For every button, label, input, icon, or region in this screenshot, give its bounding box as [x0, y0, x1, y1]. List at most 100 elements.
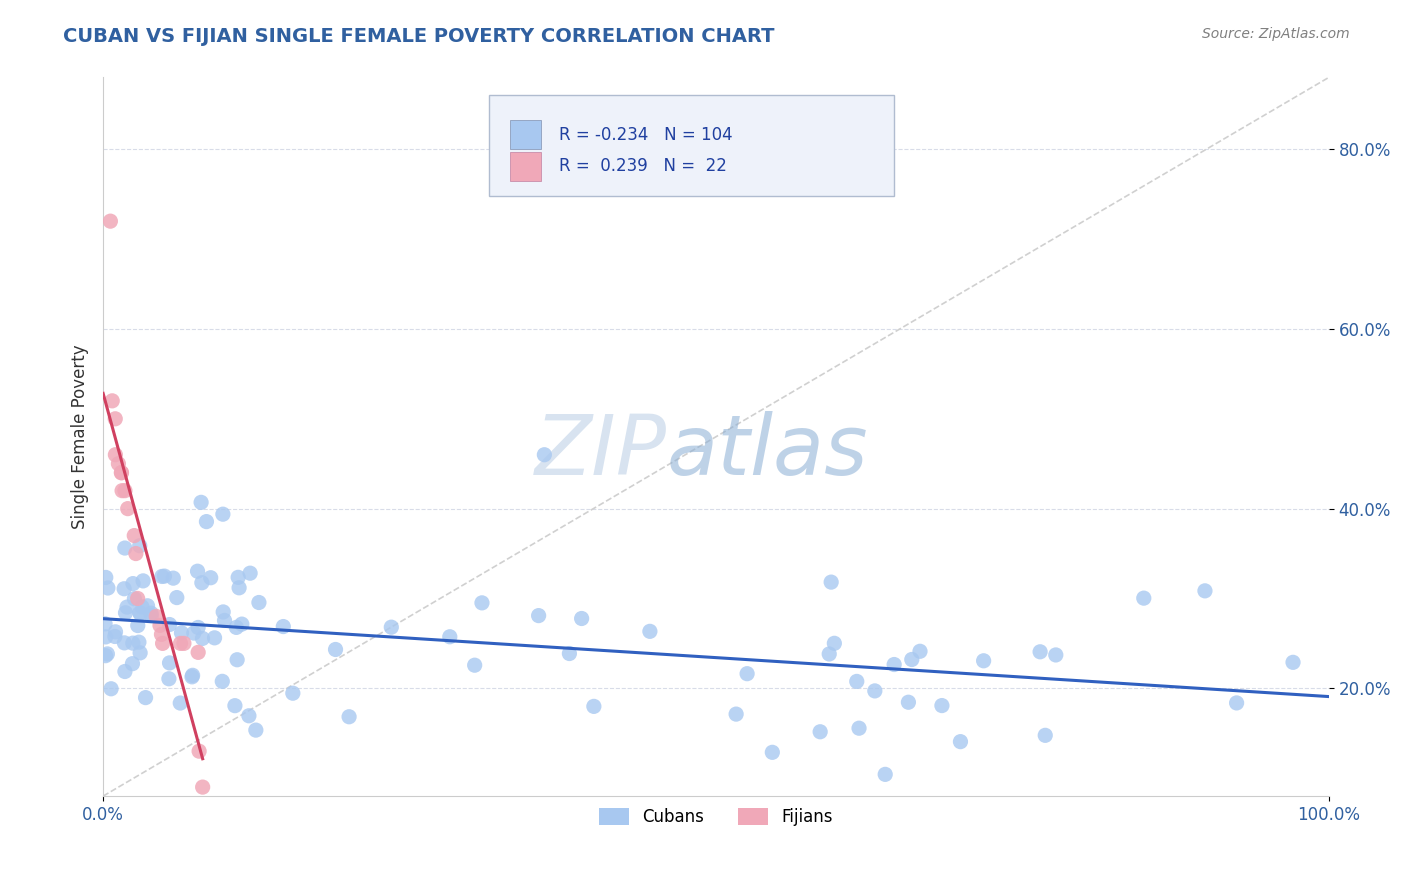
Cubans — [191, 632, 214, 646]
Cubans — [901, 652, 924, 666]
Cubans — [863, 684, 886, 698]
Cubans — [883, 657, 905, 672]
Cubans — [195, 515, 218, 529]
Cubans — [94, 648, 117, 663]
Text: R = -0.234   N = 104: R = -0.234 N = 104 — [560, 126, 733, 144]
Fijians — [150, 627, 173, 641]
Cubans — [150, 569, 173, 583]
Cubans — [1226, 696, 1249, 710]
Cubans — [725, 707, 748, 722]
Cubans — [973, 654, 995, 668]
Cubans — [228, 581, 250, 595]
Cubans — [820, 575, 842, 590]
Cubans — [115, 600, 138, 615]
Cubans — [114, 541, 136, 555]
Cubans — [191, 575, 214, 590]
Cubans — [166, 591, 188, 605]
Cubans — [187, 564, 209, 578]
Cubans — [735, 666, 758, 681]
Cubans — [94, 570, 117, 584]
Fijians — [107, 457, 129, 471]
Cubans — [157, 672, 180, 686]
Cubans — [204, 631, 226, 645]
Cubans — [187, 620, 209, 634]
Fijians — [169, 636, 191, 650]
Cubans — [94, 616, 117, 631]
Cubans — [181, 668, 204, 682]
Cubans — [1133, 591, 1156, 606]
Cubans — [131, 599, 153, 614]
Cubans — [1045, 648, 1067, 662]
Fijians — [104, 412, 127, 426]
Cubans — [1282, 656, 1305, 670]
Cubans — [439, 630, 461, 644]
Cubans — [128, 606, 150, 620]
Cubans — [582, 699, 605, 714]
Cubans — [135, 690, 157, 705]
Fijians — [104, 448, 127, 462]
Cubans — [225, 620, 247, 634]
Cubans — [1029, 645, 1052, 659]
Cubans — [112, 636, 135, 650]
Cubans — [139, 606, 162, 620]
Cubans — [226, 653, 249, 667]
Cubans — [214, 614, 236, 628]
Cubans — [136, 599, 159, 613]
Legend: Cubans, Fijians: Cubans, Fijians — [591, 799, 841, 835]
Fijians — [101, 393, 124, 408]
Cubans — [231, 617, 253, 632]
Cubans — [245, 723, 267, 738]
Cubans — [162, 571, 184, 585]
Fijians — [125, 547, 148, 561]
Fijians — [152, 636, 174, 650]
Text: ZIP: ZIP — [534, 410, 666, 491]
Cubans — [908, 644, 931, 658]
Cubans — [169, 696, 191, 710]
Cubans — [325, 642, 347, 657]
Cubans — [818, 647, 841, 661]
Cubans — [159, 656, 181, 670]
Y-axis label: Single Female Poverty: Single Female Poverty — [72, 344, 89, 529]
Cubans — [122, 576, 145, 591]
Cubans — [104, 630, 127, 644]
Cubans — [129, 646, 152, 660]
Cubans — [100, 681, 122, 696]
Fijians — [110, 466, 132, 480]
Cubans — [114, 606, 136, 620]
Cubans — [94, 630, 117, 644]
Cubans — [897, 695, 920, 709]
Cubans — [112, 582, 135, 596]
FancyBboxPatch shape — [510, 120, 541, 149]
Text: CUBAN VS FIJIAN SINGLE FEMALE POVERTY CORRELATION CHART: CUBAN VS FIJIAN SINGLE FEMALE POVERTY CO… — [63, 27, 775, 45]
Cubans — [471, 596, 494, 610]
Fijians — [188, 744, 211, 758]
Cubans — [464, 658, 486, 673]
Cubans — [247, 595, 270, 609]
Cubans — [638, 624, 661, 639]
Cubans — [170, 626, 193, 640]
Cubans — [104, 624, 127, 639]
Cubans — [121, 657, 143, 671]
Cubans — [239, 566, 262, 581]
FancyBboxPatch shape — [489, 95, 894, 196]
Cubans — [571, 611, 593, 625]
Cubans — [380, 620, 402, 634]
Cubans — [153, 569, 176, 583]
Cubans — [931, 698, 953, 713]
Fijians — [127, 591, 149, 606]
Cubans — [127, 618, 149, 632]
Fijians — [191, 780, 214, 794]
Cubans — [875, 767, 897, 781]
FancyBboxPatch shape — [510, 152, 541, 181]
Cubans — [114, 665, 136, 679]
Fijians — [187, 645, 209, 659]
Fijians — [173, 636, 195, 650]
Cubans — [132, 574, 155, 588]
Cubans — [212, 507, 235, 521]
Cubans — [200, 571, 222, 585]
Cubans — [183, 626, 205, 640]
Cubans — [121, 636, 143, 650]
Cubans — [128, 539, 150, 553]
Cubans — [1033, 728, 1056, 742]
Cubans — [190, 495, 212, 509]
